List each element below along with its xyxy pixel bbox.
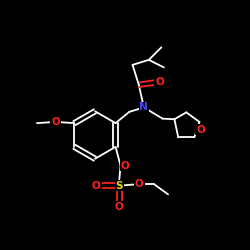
- Text: N: N: [140, 102, 148, 112]
- Text: O: O: [155, 77, 164, 87]
- Text: O: O: [196, 124, 205, 134]
- Text: O: O: [115, 202, 124, 212]
- Text: O: O: [121, 161, 130, 170]
- Text: O: O: [135, 180, 144, 190]
- Text: S: S: [116, 180, 123, 190]
- Text: O: O: [92, 180, 101, 190]
- Text: O: O: [51, 117, 60, 127]
